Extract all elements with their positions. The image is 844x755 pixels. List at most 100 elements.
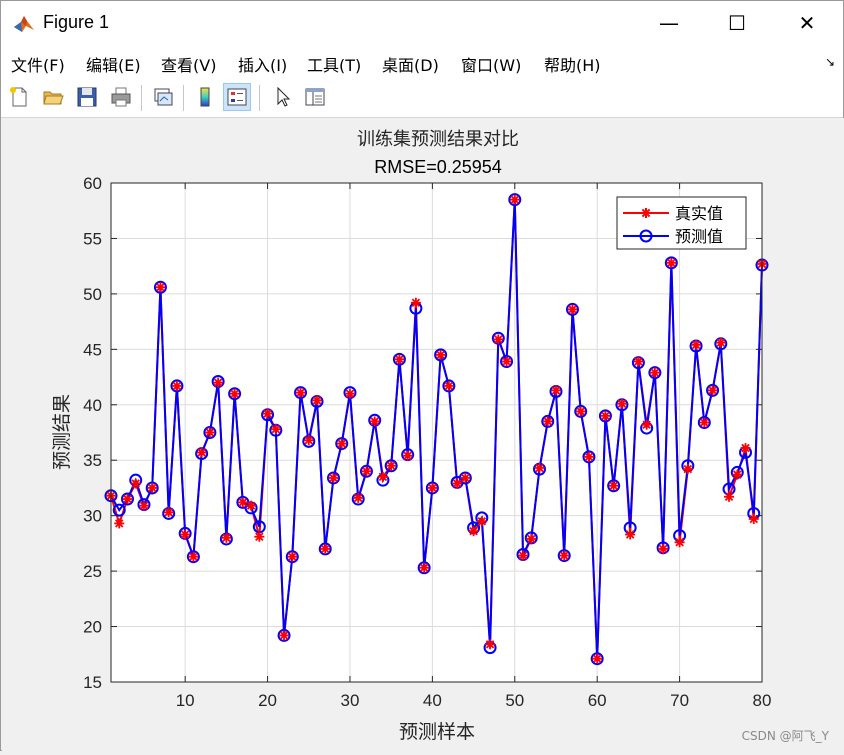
y-tick-label: 60	[83, 174, 102, 193]
data-point-pred	[186, 550, 200, 564]
data-point-pred	[648, 366, 662, 380]
y-tick-label: 55	[83, 229, 102, 248]
close-button[interactable]: ✕	[798, 11, 816, 35]
menu-dock-arrow-icon[interactable]: ↘	[824, 55, 835, 69]
data-point-pred	[434, 348, 448, 362]
matlab-logo-icon	[13, 12, 35, 34]
data-point-true	[180, 529, 191, 540]
data-point-pred	[574, 404, 588, 418]
data-point-pred	[425, 481, 439, 495]
data-point-pred	[120, 492, 134, 506]
data-point-true	[575, 406, 586, 417]
data-point-pred	[607, 479, 621, 493]
data-point-true	[394, 354, 405, 365]
link-plot-icon[interactable]	[149, 83, 177, 111]
plot-frame	[110, 182, 763, 683]
x-tick-label: 30	[341, 691, 360, 710]
data-point-true	[163, 507, 174, 518]
data-point-pred	[664, 256, 678, 270]
data-point-true	[320, 543, 331, 554]
legend[interactable]: 真实值 预测值	[616, 196, 747, 250]
data-point-true	[641, 419, 652, 430]
data-point-true	[410, 297, 421, 308]
toolbar-separator	[259, 85, 260, 111]
data-point-true	[336, 438, 347, 449]
maximize-button[interactable]: ☐	[728, 11, 746, 35]
property-inspector-icon[interactable]	[301, 83, 329, 111]
data-point-true	[213, 377, 224, 388]
data-point-pred	[590, 652, 604, 666]
data-point-pred	[318, 542, 332, 556]
legend-marker-pred	[639, 229, 653, 243]
data-point-true	[114, 518, 125, 529]
data-point-true	[279, 630, 290, 641]
data-point-true	[748, 513, 759, 524]
data-point-true	[468, 526, 479, 537]
data-point-pred	[294, 386, 308, 400]
data-point-true	[419, 562, 430, 573]
data-point-pred	[384, 459, 398, 473]
title-bar: Figure 1 — ☐ ✕	[1, 1, 843, 45]
data-point-true	[443, 380, 454, 391]
data-point-true	[221, 532, 232, 543]
menu-insert[interactable]: 插入(I)	[238, 56, 288, 75]
y-tick-label: 25	[83, 562, 102, 581]
data-point-true	[707, 385, 718, 396]
data-point-true	[658, 543, 669, 554]
menu-file[interactable]: 文件(F)	[11, 56, 65, 75]
data-point-pred	[359, 464, 373, 478]
x-tick-label: 50	[505, 691, 524, 710]
data-point-pred	[145, 481, 159, 495]
open-folder-icon[interactable]	[39, 83, 67, 111]
data-point-true	[649, 367, 660, 378]
legend-box	[616, 196, 747, 250]
menu-tools[interactable]: 工具(T)	[307, 56, 362, 75]
data-point-true	[691, 339, 702, 350]
figure-canvas: 训练集预测结果对比 RMSE=0.25954 10 20 30 40 50 60 70 80 1…	[2, 118, 844, 751]
data-point-pred	[557, 549, 571, 563]
series-line-1	[110, 199, 763, 659]
series-layer	[104, 193, 769, 666]
menu-desktop[interactable]: 桌面(D)	[382, 56, 439, 75]
colorbar-icon[interactable]	[191, 83, 219, 111]
data-point-true	[550, 385, 561, 396]
x-tick-label: 70	[670, 691, 689, 710]
pointer-icon[interactable]	[269, 83, 297, 111]
data-point-pred	[508, 193, 522, 207]
menu-edit[interactable]: 编辑(E)	[86, 56, 141, 75]
x-axis-label: 预测样本	[399, 721, 475, 743]
x-tick-label: 10	[176, 691, 195, 710]
data-point-true	[740, 443, 751, 454]
data-point-true	[155, 282, 166, 293]
menu-help[interactable]: 帮助(H)	[544, 56, 601, 75]
y-tick-label: 15	[83, 673, 102, 692]
data-point-true	[312, 395, 323, 406]
menu-window[interactable]: 窗口(W)	[461, 56, 522, 75]
print-icon[interactable]	[107, 83, 135, 111]
data-point-true	[386, 460, 397, 471]
data-point-true	[427, 482, 438, 493]
minimize-button[interactable]: —	[659, 11, 679, 35]
data-point-true	[559, 550, 570, 561]
data-point-true	[402, 450, 413, 461]
data-point-true	[715, 337, 726, 348]
legend-label-pred: 预测值	[675, 228, 723, 246]
data-point-true	[303, 435, 314, 446]
data-point-true	[147, 482, 158, 493]
data-point-true	[171, 380, 182, 391]
chart-title: 训练集预测结果对比	[357, 129, 519, 149]
legend-icon[interactable]	[223, 83, 251, 111]
data-point-true	[287, 551, 298, 562]
new-file-icon[interactable]	[5, 83, 33, 111]
data-point-true	[344, 388, 355, 399]
data-point-true	[270, 424, 281, 435]
data-point-pred	[598, 409, 612, 423]
save-icon[interactable]	[73, 83, 101, 111]
data-point-true	[229, 388, 240, 399]
y-tick-label: 20	[83, 618, 102, 637]
legend-marker-true	[641, 208, 651, 218]
chart: 训练集预测结果对比 RMSE=0.25954 10 20 30 40 50 60 70 801…	[51, 129, 771, 743]
menu-view[interactable]: 查看(V)	[161, 56, 217, 75]
data-point-pred	[565, 302, 579, 316]
data-point-true	[262, 408, 273, 419]
